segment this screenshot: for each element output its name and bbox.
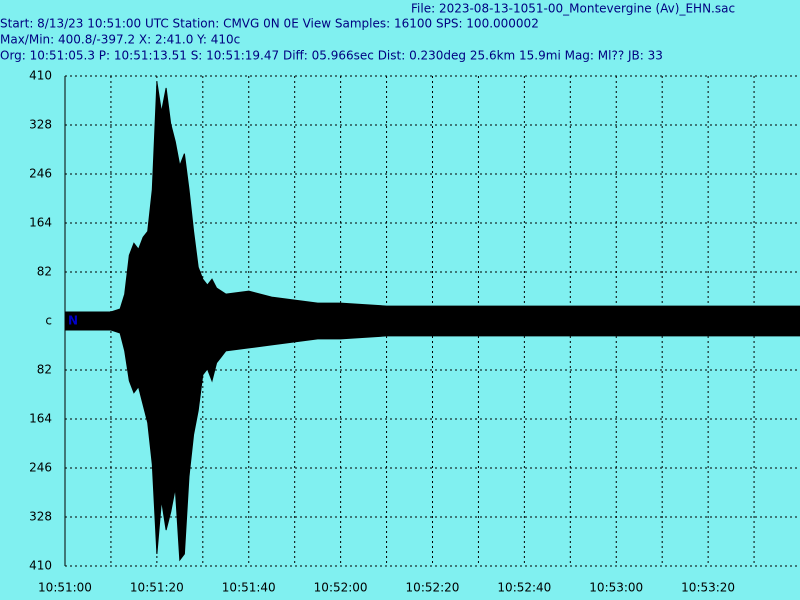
y-tick-label: 164 <box>29 216 52 230</box>
y-tick-label: 82 <box>37 265 52 279</box>
y-tick-label: 164 <box>29 412 52 426</box>
y-tick-label: 246 <box>29 461 52 475</box>
header-line: Org: 10:51:05.3 P: 10:51:13.51 S: 10:51:… <box>0 49 663 63</box>
y-tick-label: 82 <box>37 363 52 377</box>
y-tick-label: 328 <box>29 118 52 132</box>
y-tick-label: c <box>45 314 52 328</box>
y-tick-label: 328 <box>29 510 52 524</box>
x-tick-label: 10:51:20 <box>130 581 184 595</box>
x-tick-label: 10:51:40 <box>222 581 276 595</box>
waveform <box>64 320 800 562</box>
x-tick-label: 10:52:00 <box>314 581 368 595</box>
header-line: Max/Min: 400.8/-397.2 X: 2:41.0 Y: 410c <box>0 33 240 47</box>
y-tick-label: 246 <box>29 167 52 181</box>
header-line: Start: 8/13/23 10:51:00 UTC Station: CMV… <box>0 17 539 31</box>
y-tick-label: 410 <box>29 559 52 573</box>
x-tick-label: 10:53:20 <box>681 581 735 595</box>
chart-title: File: 2023-08-13-1051-00_Montevergine (A… <box>411 2 735 16</box>
annotation: P <box>128 346 137 360</box>
x-tick-label: 10:53:00 <box>589 581 643 595</box>
annotation: N <box>68 314 78 328</box>
x-tick-label: 10:52:20 <box>406 581 460 595</box>
x-tick-label: 10:52:40 <box>497 581 551 595</box>
y-tick-label: 410 <box>29 69 52 83</box>
waveform <box>64 81 800 322</box>
x-tick-label: 10:51:00 <box>38 581 92 595</box>
